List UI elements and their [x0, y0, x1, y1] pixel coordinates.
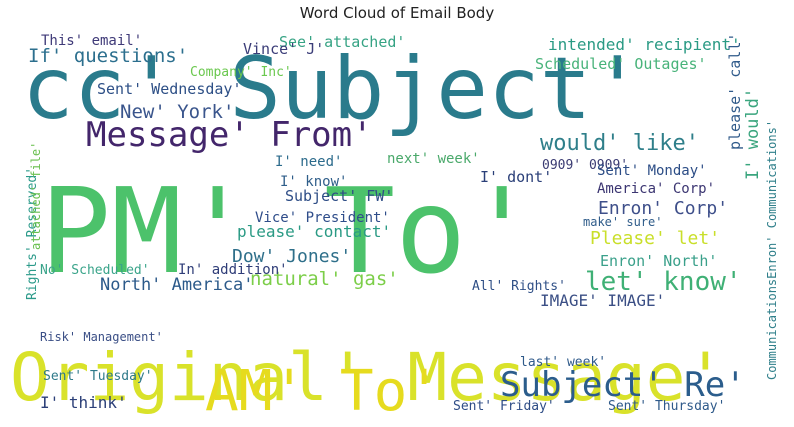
word-43: Risk' Management': [40, 330, 163, 344]
word-12: North' America': [100, 275, 254, 295]
word-33: make' sure': [583, 215, 662, 229]
word-46: last' week': [520, 355, 606, 370]
word-40: I' would': [743, 88, 763, 180]
word-47: Sent' Friday': [453, 399, 555, 414]
word-35: All' Rights': [472, 279, 566, 294]
word-7: would' like': [540, 131, 699, 156]
word-0: cc' Subject': [22, 39, 643, 139]
word-27: I' know': [280, 174, 347, 190]
word-39: attached' file': [29, 142, 43, 250]
word-9: Please' let': [590, 228, 720, 249]
word-5: Subject' Re': [500, 365, 746, 405]
word-26: I' need': [275, 154, 342, 170]
word-22: This' email': [41, 33, 142, 49]
word-23: Subject' FW': [285, 187, 393, 205]
word-25: please' contact': [237, 222, 391, 241]
word-11: Dow' Jones': [232, 246, 351, 267]
word-24: Vice' President': [255, 210, 390, 226]
word-28: next' week': [387, 151, 480, 167]
word-45: I' think': [40, 393, 127, 412]
word-41: please' call': [726, 33, 744, 150]
word-38: Rights' Reserved': [25, 167, 40, 300]
word-6: let' know': [585, 267, 742, 297]
chart-title: Word Cloud of Email Body: [299, 4, 495, 22]
word-17: Scheduled' Outages': [535, 55, 707, 73]
word-44: Sent' Tuesday': [43, 369, 153, 384]
word-37: No' Scheduled': [40, 263, 150, 278]
word-34: Enron' North': [600, 252, 717, 270]
word-1: PM' To': [40, 162, 537, 300]
word-30: 0909' 0909': [542, 158, 628, 173]
word-2: Original' Message': [10, 339, 725, 416]
word-8: Enron' Corp': [598, 198, 728, 219]
word-4: Message' From': [86, 115, 373, 155]
word-20: Company' Inc': [190, 65, 292, 80]
word-19: Sent' Wednesday': [97, 80, 242, 98]
word-13: IMAGE' IMAGE': [540, 291, 665, 310]
word-3: AM' To': [205, 359, 441, 424]
word-31: Sent' Monday': [597, 163, 707, 179]
word-36: In' addition': [178, 262, 288, 278]
word-14: New' York': [120, 101, 234, 123]
word-48: Sent' Thursday': [608, 399, 725, 414]
word-16: intended' recipient': [548, 35, 741, 54]
word-29: I' dont': [480, 168, 552, 186]
word-10: natural' gas': [250, 268, 399, 290]
word-18: See' attached': [279, 33, 405, 51]
word-42: CommunicationsEnron' Communications': [765, 120, 779, 380]
word-32: America' Corp': [597, 181, 715, 197]
word-21: Vince' J': [243, 40, 324, 58]
word-15: If' questions': [28, 45, 188, 67]
